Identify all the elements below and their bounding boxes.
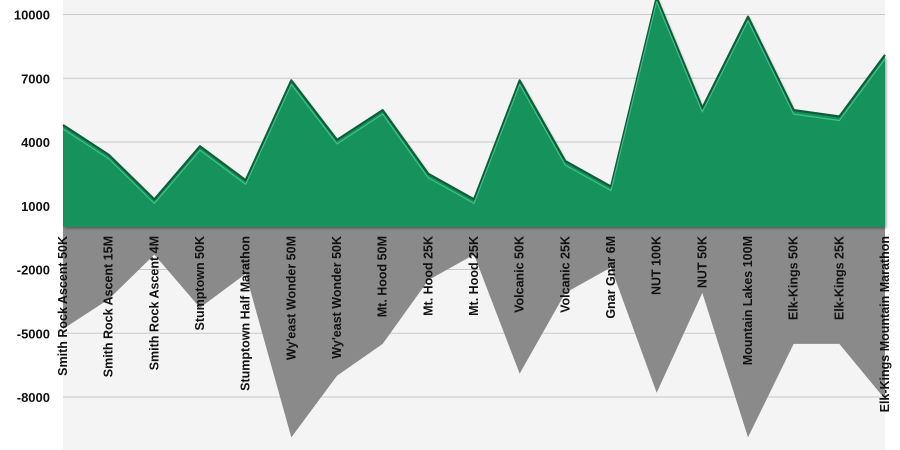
x-tick-label: Mt. Hood 25K	[467, 236, 481, 316]
x-tick-label: Elk-Kings 25K	[832, 236, 846, 320]
x-tick-label: Mt. Hood 50M	[376, 236, 390, 317]
x-tick-label: Smith Rock Ascent 50K	[56, 236, 70, 376]
x-tick-label: Smith Rock Ascent 4M	[147, 236, 161, 370]
x-tick-label: Wy'east Wonder 50K	[330, 236, 344, 359]
x-tick-label: Elk-Kings 50K	[787, 236, 801, 320]
y-tick-label: -5000	[17, 326, 50, 341]
series-area	[63, 227, 885, 438]
x-tick-label: Gnar Gnar 6M	[604, 236, 618, 319]
x-tick-label: Stumptown 50K	[193, 236, 207, 330]
x-tick-label: Mountain Lakes 100M	[741, 236, 755, 365]
y-axis-ticks: -8000 -5000 -2000 1000 4000 7000 10000	[14, 8, 50, 406]
x-tick-label: Stumptown Half Marathon	[239, 236, 253, 391]
x-tick-label: Elk-Kings Mountain Marathon	[878, 236, 892, 412]
x-axis-ticks: Smith Rock Ascent 50K Smith Rock Ascent 1…	[56, 236, 892, 412]
x-tick-label: NUT 50K	[695, 236, 709, 288]
y-tick-label: 10000	[14, 8, 50, 23]
series-positive	[62, 0, 886, 227]
x-tick-label: Smith Rock Ascent 15M	[102, 236, 116, 377]
y-tick-label: -2000	[17, 263, 50, 278]
y-tick-label: 1000	[21, 199, 50, 214]
x-tick-label: Mt. Hood 25K	[421, 236, 435, 316]
series-highlight	[62, 0, 886, 204]
y-tick-label: 4000	[21, 135, 50, 150]
y-tick-label: 7000	[21, 71, 50, 86]
x-tick-label: Volcanic 50K	[513, 236, 527, 313]
y-tick-label: -8000	[17, 390, 50, 405]
x-tick-label: Wy'east Wonder 50M	[284, 236, 298, 360]
series-negative	[62, 227, 886, 438]
x-tick-label: Volcanic 25K	[558, 236, 572, 313]
x-tick-label: NUT 100K	[650, 236, 664, 295]
